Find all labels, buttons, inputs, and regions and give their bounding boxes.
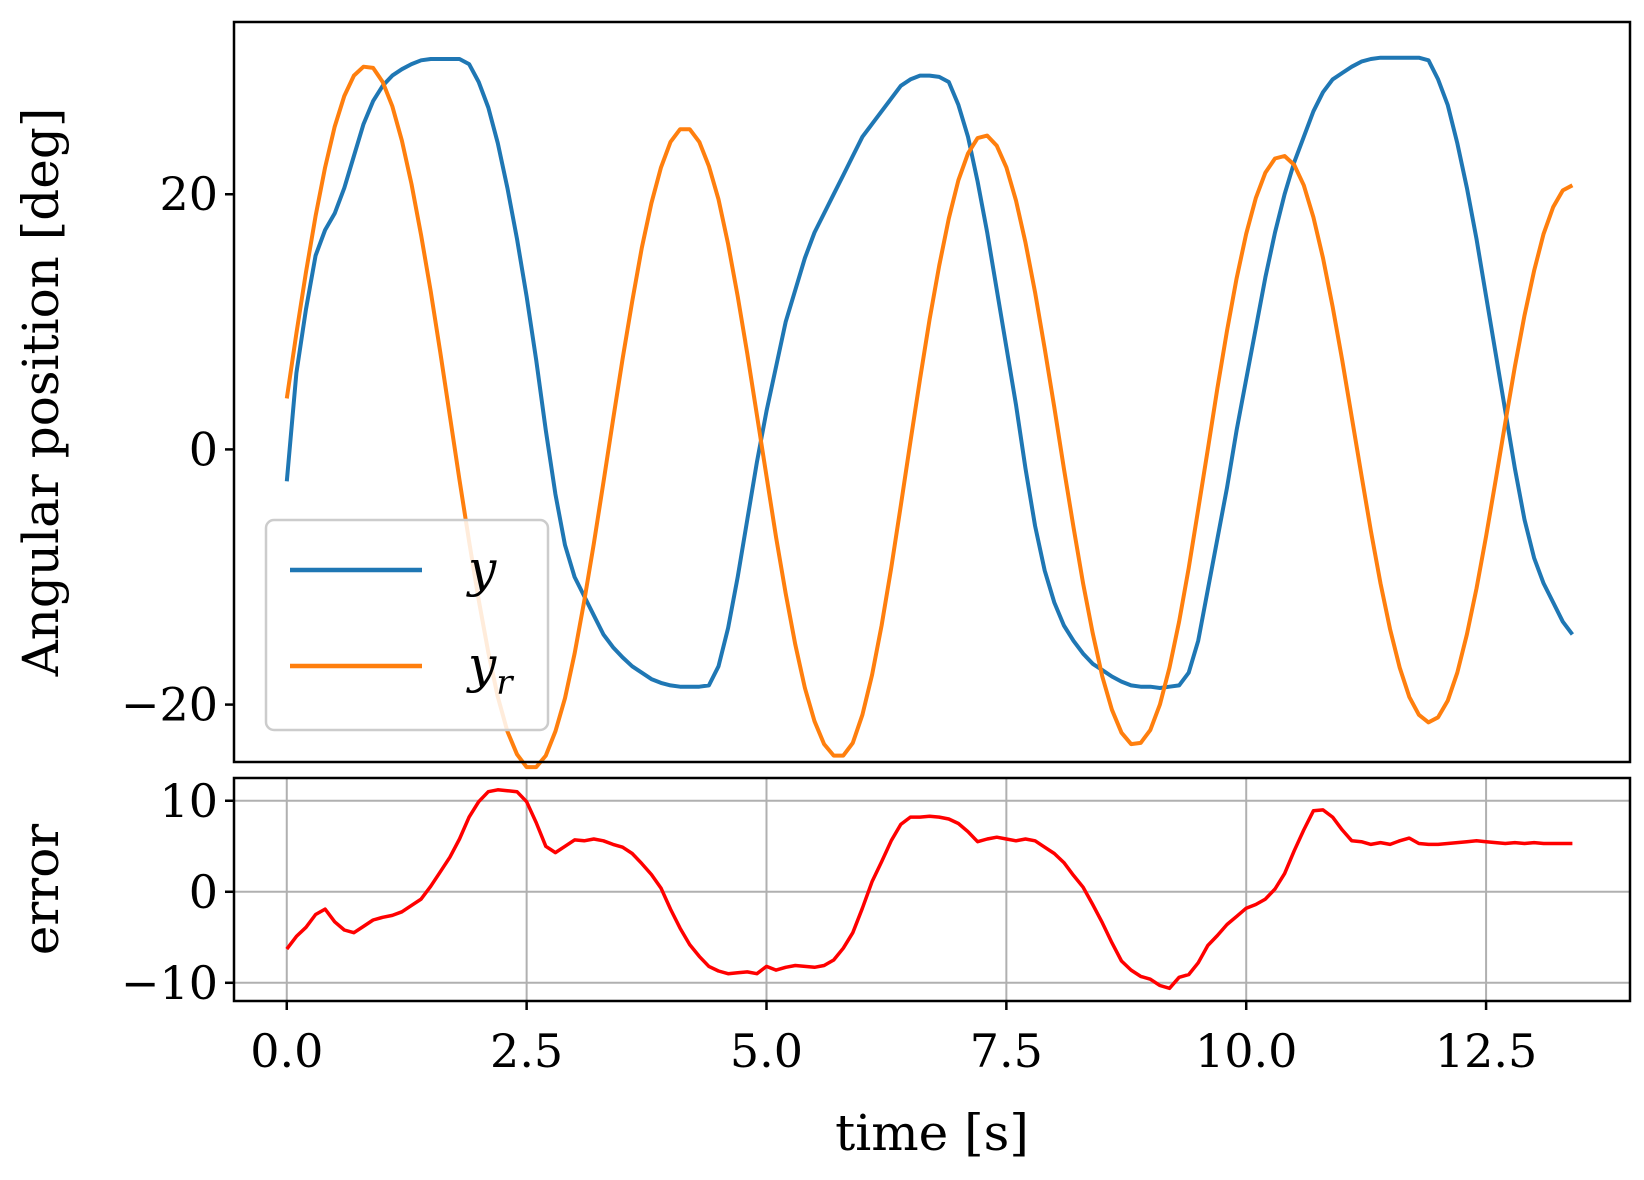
error-frame xyxy=(232,776,1632,1003)
y-tick-label: −10 xyxy=(121,956,218,1010)
x-tick-label: 5.0 xyxy=(730,1024,803,1078)
series-line-error xyxy=(285,788,1573,991)
angular-position-axes: −20 0 20 Angular position [deg] y yr xyxy=(12,20,1632,770)
legend-label-y: y xyxy=(466,540,497,598)
y-tick-label: 20 xyxy=(159,167,218,221)
y-axis-label: error xyxy=(12,824,70,955)
series-line-y xyxy=(284,55,1574,690)
x-tick-label: 7.5 xyxy=(970,1024,1043,1078)
angular-position-frame xyxy=(232,20,1632,764)
y-axis-label: Angular position [deg] xyxy=(12,108,70,678)
x-tick-label: 0.0 xyxy=(250,1024,323,1078)
legend-label-yr: yr xyxy=(466,636,514,703)
y-tick-label: 10 xyxy=(159,774,218,828)
error-axes: −10 0 10 0.0 2.5 5.0 7.5 10.0 12.5 error time [s] xyxy=(12,774,1632,1162)
legend: y yr xyxy=(264,518,550,732)
x-tick-label: 2.5 xyxy=(490,1024,563,1078)
x-tick-label: 12.5 xyxy=(1435,1024,1537,1078)
y-tick-label: −20 xyxy=(121,678,218,732)
y-tick-label: 0 xyxy=(189,422,218,476)
x-tick-label: 10.0 xyxy=(1195,1024,1297,1078)
y-tick-label: 0 xyxy=(189,865,218,919)
x-axis-label: time [s] xyxy=(835,1104,1029,1162)
legend-box xyxy=(264,518,550,732)
